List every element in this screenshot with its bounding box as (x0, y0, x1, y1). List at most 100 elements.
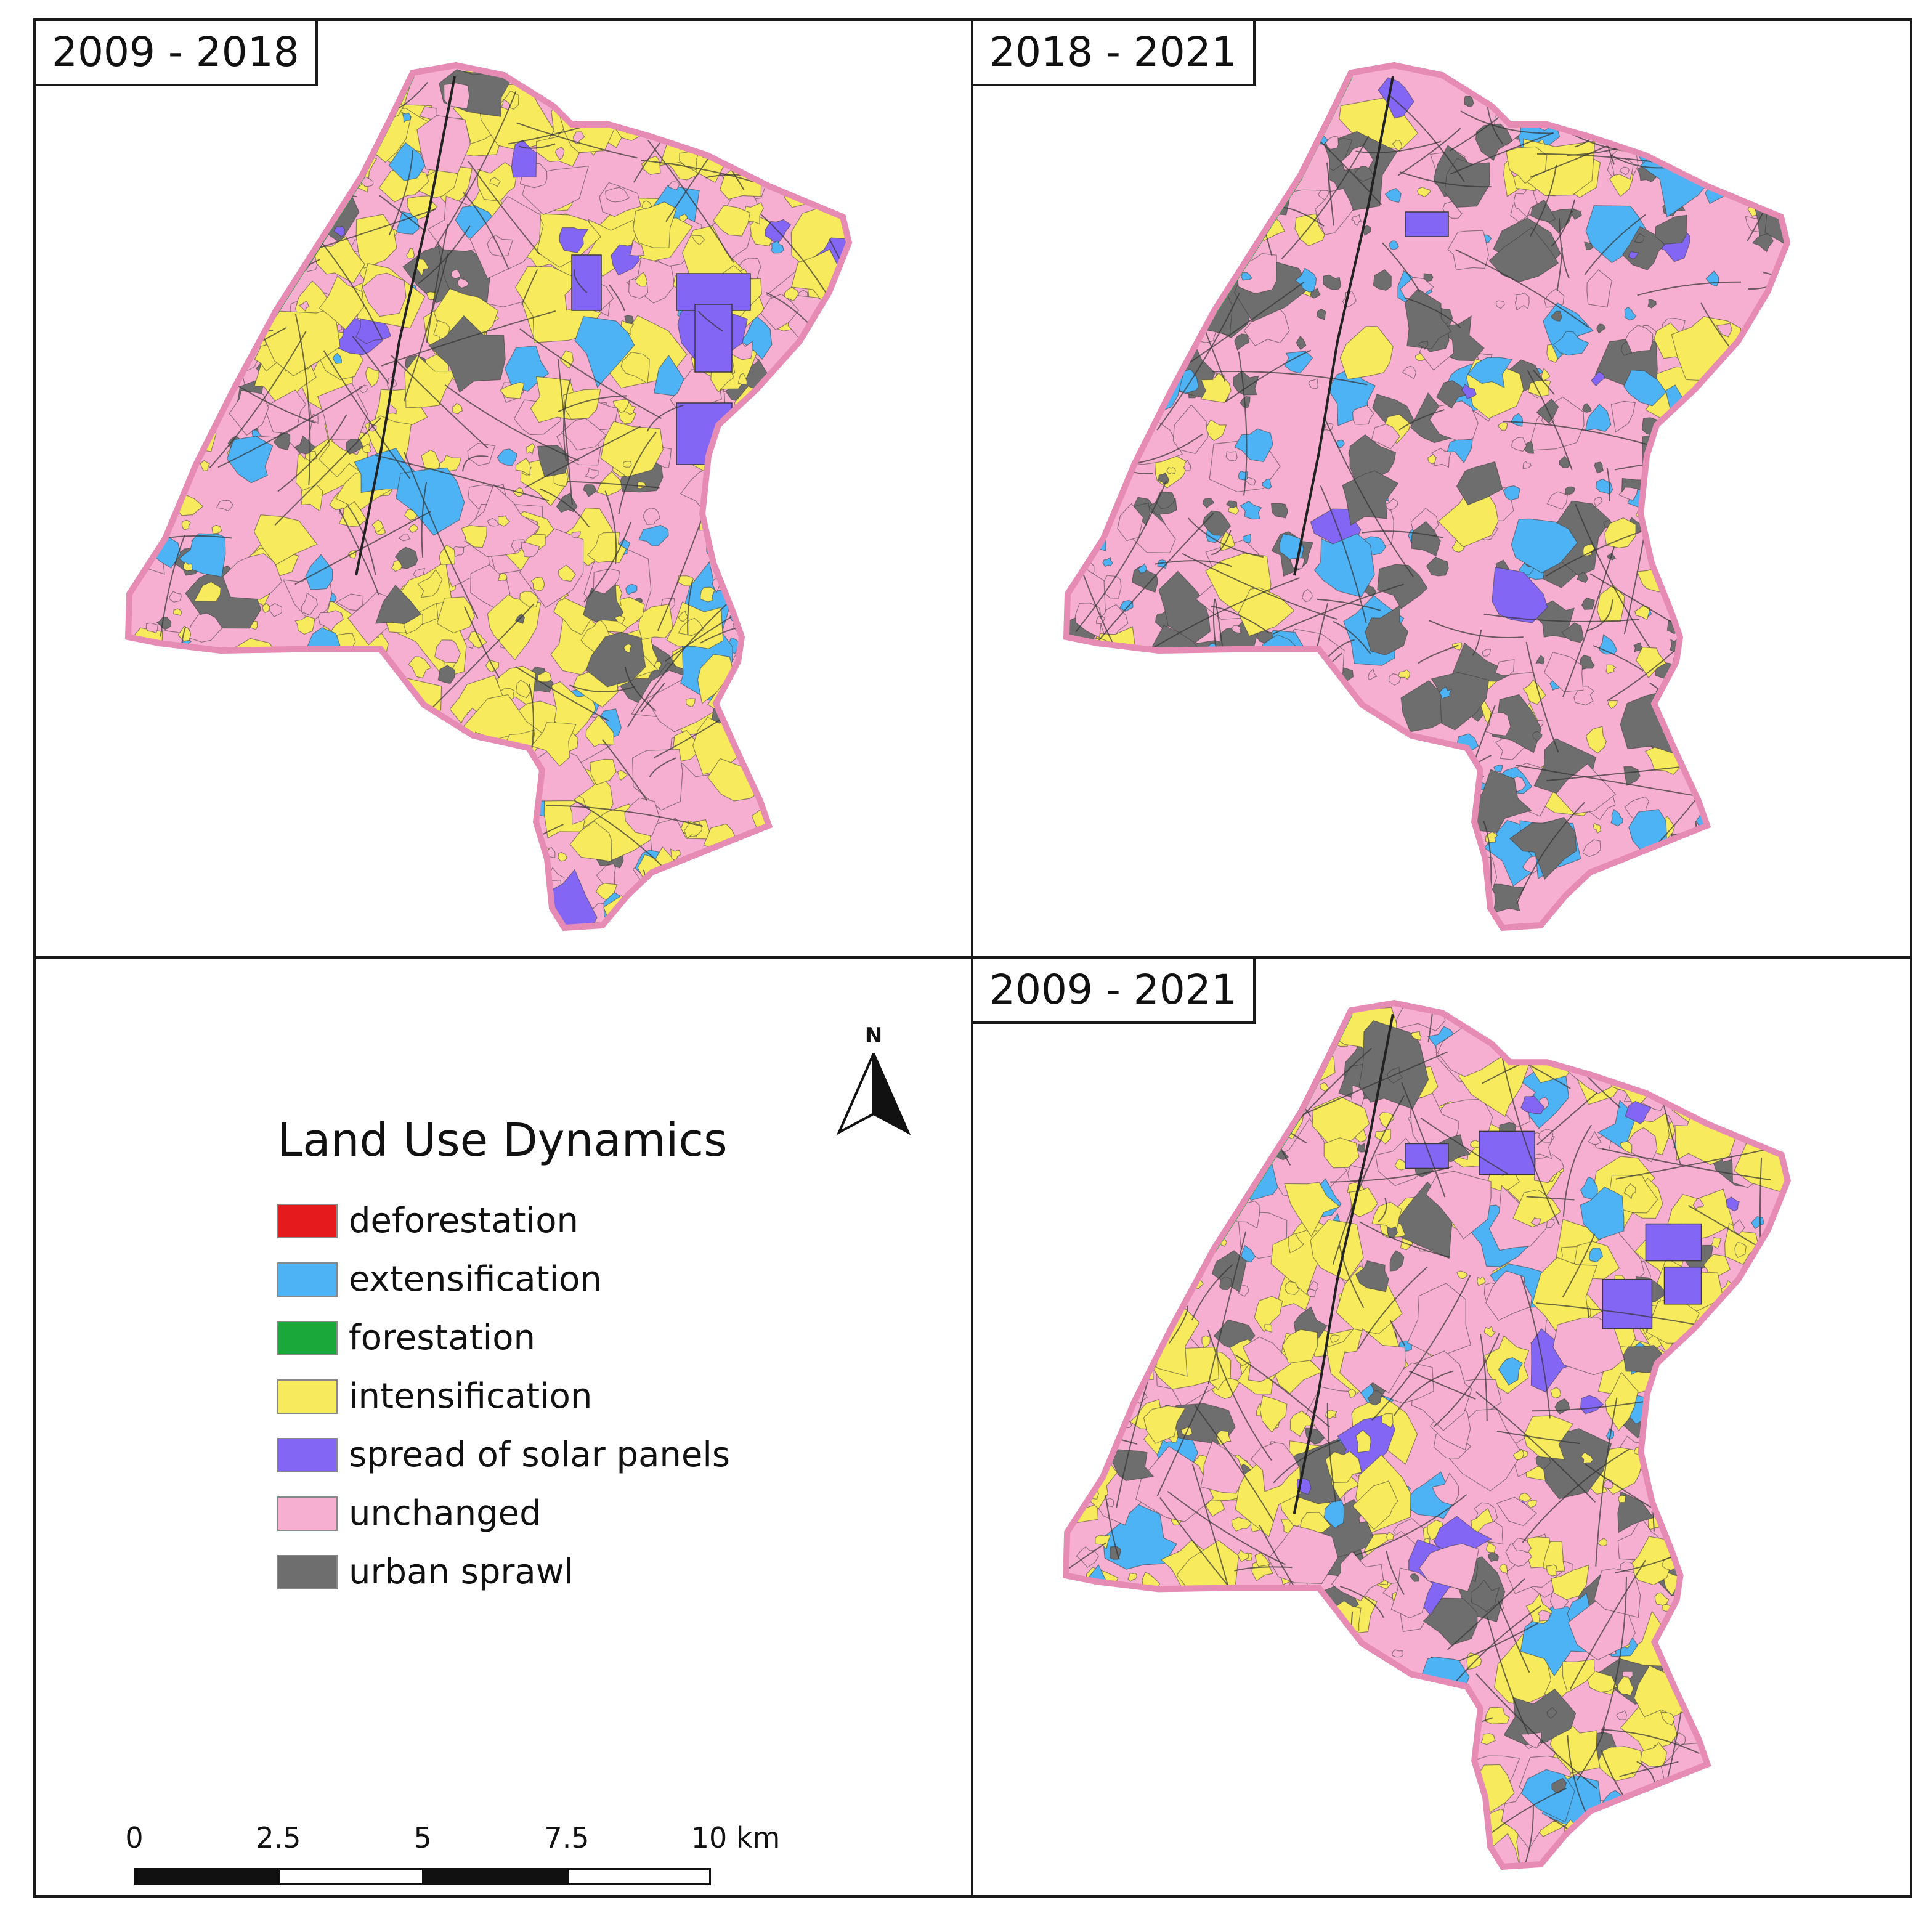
land-use-patch (1751, 1676, 1788, 1755)
parcel-line (294, 314, 311, 486)
land-use-patch (1697, 1060, 1711, 1072)
parcel-line (160, 535, 185, 637)
land-use-patch (128, 359, 145, 386)
land-use-patch (1546, 1564, 1557, 1577)
land-use-patch (1678, 1374, 1697, 1390)
parcel-line (484, 926, 550, 928)
parcel-line (1763, 272, 1787, 299)
land-use-patch (1586, 909, 1624, 928)
land-use-patch (1232, 1694, 1296, 1765)
land-use-patch (1092, 250, 1122, 282)
land-use-patch (761, 115, 771, 126)
land-use-patch (1084, 1122, 1129, 1175)
land-use-patch (1135, 1778, 1147, 1793)
land-use-patch (1763, 1331, 1788, 1401)
land-use-patch (1498, 1357, 1524, 1386)
land-use-patch (1668, 1395, 1722, 1447)
land-use-patch (1488, 1552, 1500, 1562)
land-use-patch (1447, 439, 1473, 464)
parcel-line (468, 750, 506, 846)
land-use-patch (805, 736, 816, 747)
land-use-patch (389, 846, 446, 904)
parcel-line (442, 912, 572, 928)
land-use-patch (1571, 209, 1582, 221)
land-use-patch (1676, 1055, 1690, 1070)
land-use-patch (1650, 1804, 1668, 1822)
land-use-patch (1293, 850, 1352, 913)
land-use-patch (208, 236, 238, 265)
parcel-line (1324, 862, 1382, 928)
parcel-line (609, 284, 625, 312)
parcel-line (1536, 1092, 1597, 1145)
land-use-patch (1356, 1702, 1386, 1726)
land-use-patch (229, 906, 280, 928)
parcel-line (1705, 1595, 1766, 1717)
land-use-patch (1750, 559, 1764, 574)
land-use-patch (559, 227, 589, 253)
land-use-patch (1089, 726, 1114, 758)
land-use-patch (1386, 1532, 1394, 1540)
land-use-patch (519, 591, 539, 608)
land-use-patch (371, 519, 384, 533)
land-use-patch (1249, 660, 1264, 676)
land-use-patch (1139, 1195, 1150, 1206)
parcel-line (1705, 684, 1712, 801)
land-use-patch (1127, 1572, 1137, 1582)
land-use-patch (629, 240, 645, 257)
land-use-patch (623, 400, 636, 415)
land-use-patch (1451, 779, 1466, 790)
land-use-patch (457, 278, 469, 289)
land-use-patch (1510, 413, 1524, 427)
land-use-patch (463, 850, 479, 861)
land-use-patch (1185, 1833, 1222, 1862)
land-use-patch (1242, 534, 1252, 544)
land-use-patch (1212, 1132, 1246, 1162)
parcel-line (1670, 1371, 1743, 1384)
land-use-patch (1520, 1095, 1545, 1114)
land-use-patch (1288, 1699, 1316, 1733)
land-use-patch (1423, 1597, 1478, 1646)
parcel-line (379, 195, 425, 231)
land-use-patch (1165, 272, 1182, 286)
land-use-patch (1740, 1510, 1788, 1570)
parcel-line (646, 404, 684, 432)
land-use-patch (266, 108, 278, 120)
land-use-patch (1353, 165, 1375, 182)
parcel-line (829, 238, 849, 370)
land-use-patch (1251, 1779, 1267, 1790)
scale-segment (134, 1868, 280, 1885)
land-use-patch (1135, 1445, 1214, 1522)
land-use-patch (286, 251, 304, 264)
land-use-patch (1135, 909, 1145, 920)
land-use-patch (1711, 176, 1721, 187)
parcel-line (274, 417, 381, 526)
parcel-line (1562, 1233, 1596, 1298)
land-use-patch (399, 68, 410, 78)
land-use-patch (1716, 323, 1733, 338)
land-use-patch (272, 176, 285, 187)
land-use-patch (364, 733, 392, 756)
land-use-patch (1066, 1358, 1081, 1373)
parcel-line (1606, 467, 1610, 501)
parcel-line (128, 528, 160, 553)
land-use-patch (1143, 1405, 1186, 1444)
land-use-patch (660, 878, 670, 889)
land-use-patch (792, 548, 805, 560)
land-use-patch (782, 65, 849, 115)
land-use-patch (523, 913, 535, 927)
land-use-patch (1651, 526, 1660, 538)
land-use-patch (308, 115, 320, 128)
land-use-patch (1183, 802, 1204, 820)
north-arrow-label: N (865, 1023, 882, 1048)
parcel-line (1111, 1798, 1167, 1827)
parcel-line (1254, 881, 1259, 928)
land-use-patch (1624, 306, 1637, 321)
land-use-patch (1727, 1076, 1788, 1134)
land-use-patch (1216, 262, 1233, 280)
land-use-patch (1377, 750, 1386, 760)
land-use-patch (844, 283, 849, 297)
land-use-patch (1227, 1600, 1238, 1609)
legend-label: unchanged (349, 1493, 542, 1533)
land-use-patch (1259, 1395, 1288, 1433)
land-use-patch (1390, 1721, 1405, 1740)
